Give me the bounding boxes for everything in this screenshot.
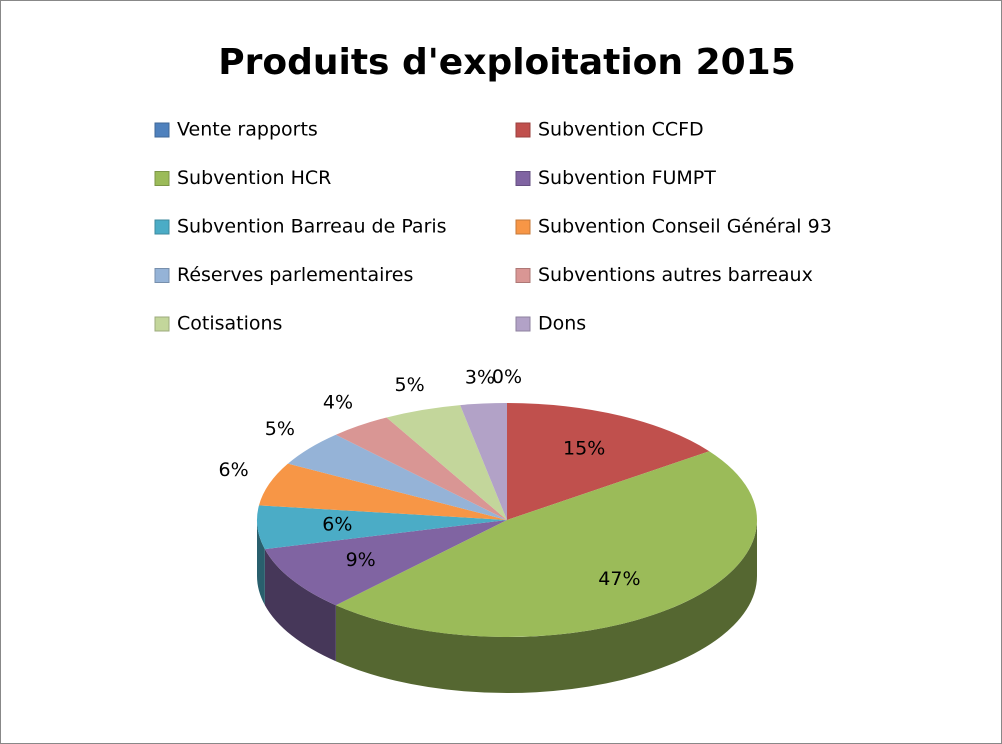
legend-swatch [515, 122, 531, 138]
data-label: 0% [492, 366, 522, 388]
slice-top [460, 403, 507, 520]
slice-top [335, 451, 758, 638]
legend-label: Subvention HCR [177, 167, 331, 189]
legend-swatch [154, 268, 170, 283]
legend-label: Subvention Barreau de Paris [177, 216, 447, 238]
legend-label: Subvention FUMPT [538, 167, 716, 189]
legend-swatch [515, 316, 531, 332]
data-label: 47% [598, 568, 640, 590]
legend-swatch [154, 219, 170, 235]
legend-swatch [154, 122, 170, 138]
legend-label: Subvention Conseil Général 93 [538, 216, 832, 238]
slice-top [258, 463, 507, 520]
slice-top [386, 405, 507, 520]
legend-label: Subventions autres barreaux [538, 264, 813, 286]
data-label: 5% [395, 374, 425, 396]
legend-swatch [515, 268, 531, 283]
legend-swatch [515, 171, 531, 186]
legend-label: Vente rapports [177, 119, 318, 141]
legend-label: Réserves parlementaires [177, 264, 413, 286]
data-label: 6% [322, 513, 352, 535]
data-label: 5% [265, 418, 295, 440]
slice-top [264, 520, 507, 606]
slice-top [507, 403, 710, 520]
slice-side [264, 549, 336, 662]
legend-swatch [154, 171, 170, 186]
slice-top [256, 505, 507, 550]
legend-label: Dons [538, 313, 586, 335]
legend-swatch [515, 219, 531, 235]
slice-top [287, 434, 507, 520]
legend-label: Cotisations [177, 313, 282, 335]
chart-title: Produits d'exploitation 2015 [218, 42, 796, 83]
slice-side [257, 520, 265, 606]
data-label: 4% [323, 392, 353, 414]
data-label: 9% [346, 549, 376, 571]
legend-label: Subvention CCFD [538, 119, 704, 141]
legend-swatch [154, 316, 170, 332]
data-label: 15% [563, 438, 605, 460]
slice-top [335, 417, 507, 520]
data-label: 3% [465, 367, 495, 389]
data-label: 6% [218, 459, 248, 481]
slice-side [335, 520, 757, 693]
